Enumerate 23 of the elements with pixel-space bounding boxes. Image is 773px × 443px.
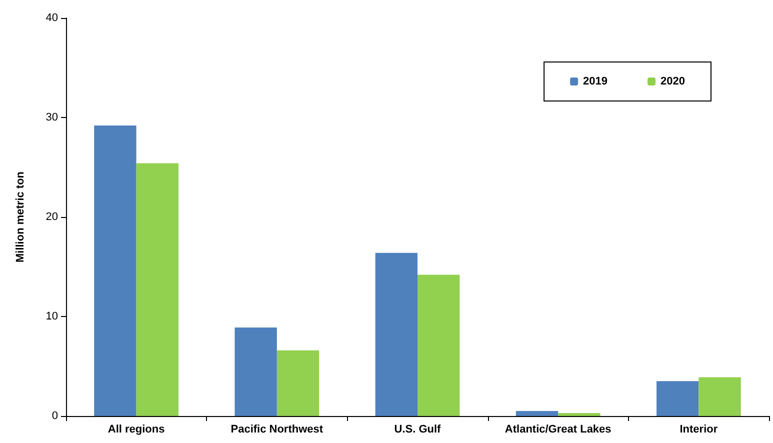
y-tick-label: 30 xyxy=(46,112,58,124)
bar xyxy=(234,327,277,416)
y-axis-title: Million metric ton xyxy=(14,171,26,263)
x-tick-label: Atlantic/Great Lakes xyxy=(504,424,612,436)
bar xyxy=(375,252,418,416)
x-tick-label: U.S. Gulf xyxy=(394,424,442,436)
bar xyxy=(276,350,320,416)
bar xyxy=(418,274,460,416)
y-tick-label: 20 xyxy=(46,211,58,223)
bar xyxy=(558,413,600,416)
legend-label: 2020 xyxy=(660,76,686,88)
bar xyxy=(656,381,699,416)
x-tick-label: Interior xyxy=(680,424,718,436)
bar xyxy=(136,163,178,416)
y-tick-label: 40 xyxy=(46,12,58,24)
y-tick-label: 10 xyxy=(46,310,58,322)
legend-label: 2019 xyxy=(583,76,608,88)
x-tick-label: All regions xyxy=(108,424,165,436)
bar xyxy=(516,411,558,416)
bar xyxy=(94,125,136,416)
x-tick-label: Pacific Northwest xyxy=(230,424,324,436)
y-tick-label: 0 xyxy=(52,410,58,422)
bar xyxy=(698,377,741,416)
